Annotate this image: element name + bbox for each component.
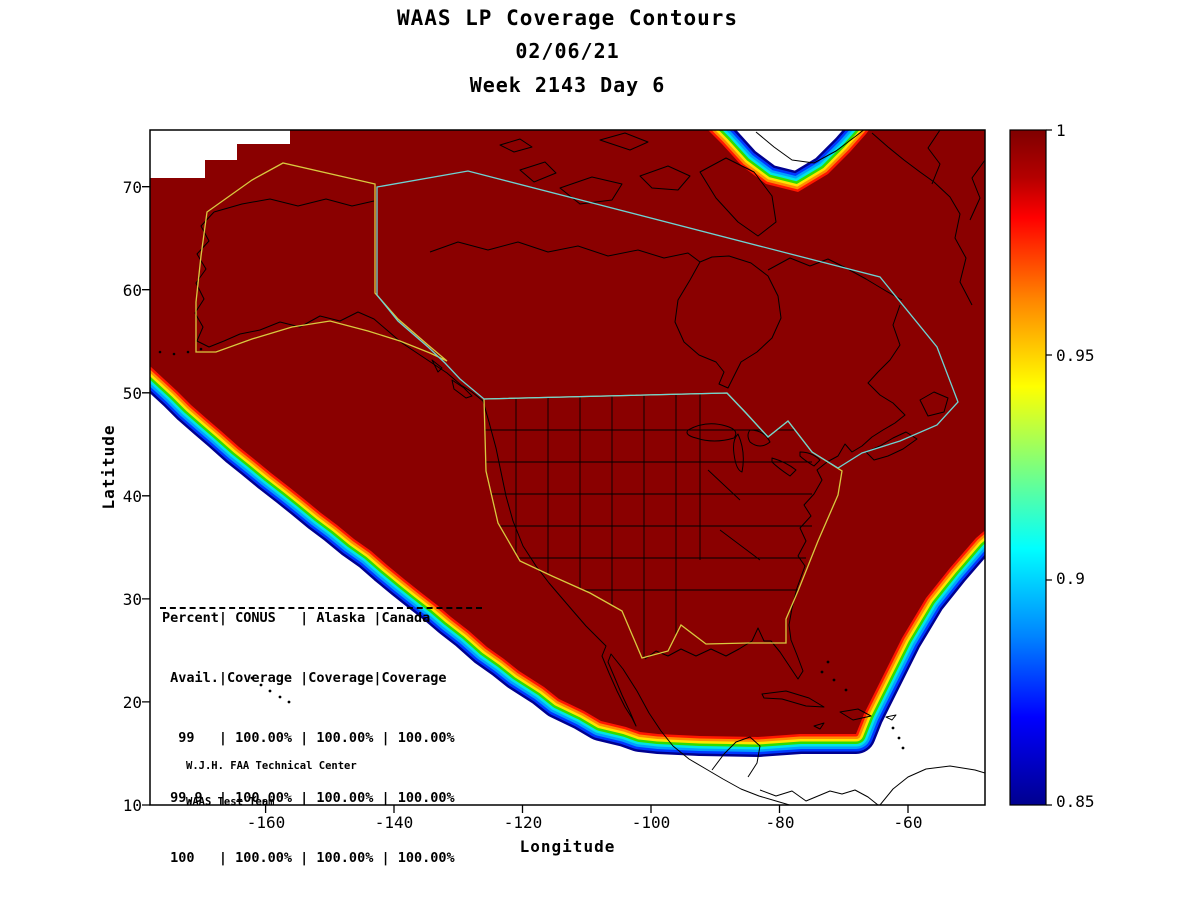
colorbar-tick-label: 0.85 [1056,792,1095,811]
coverage-region [150,130,985,737]
colorbar-ticks [1046,129,1052,806]
coastline-gulf-eastcoast [644,304,906,680]
chart-title-block: WAAS LP Coverage Contours 02/06/21 Week … [150,6,985,97]
great-lakes [686,423,821,477]
coastline-greenland [755,130,985,306]
coastlines [158,130,985,805]
coverage-table-row: 100 | 100.00% | 100.00% | 100.00% [162,850,455,866]
coastline-hudson-bay [674,255,782,389]
chart-week-day: Week 2143 Day 6 [469,73,666,97]
coverage-table: Percent| CONUS | Alaska |Canada Avail.|C… [162,568,455,900]
coverage-table-separator [160,607,482,609]
y-tick-label: 30 [122,590,142,609]
x-tick-label: -60 [893,813,923,832]
axis-ticks [142,186,909,813]
colorbar-tick-label: 0.9 [1056,569,1085,588]
coverage-table-row: 99 | 100.00% | 100.00% | 100.00% [162,730,455,746]
coastline-nova-scotia [865,431,918,461]
coverage-table-row: 99.9 | 100.00% | 100.00% | 100.00% [162,790,455,806]
coastline-alaska [194,198,473,393]
y-tick-label: 20 [122,693,142,712]
coastline-arctic-mainland [429,241,701,263]
credits-line: W.J.H. FAA Technical Center [186,760,357,772]
coverage-table-header: Avail.|Coverage |Coverage|Coverage [162,670,447,686]
y-tick-label: 10 [122,796,142,815]
plot-frame [149,129,986,806]
coastline-caribbean [761,690,897,730]
canada-region-boundary [376,170,959,469]
x-tick-label: -80 [765,813,795,832]
x-axis-label: Longitude [519,837,616,856]
x-tick-label: -100 [631,813,671,832]
chart-date: 02/06/21 [515,39,620,63]
island-dots [158,347,905,750]
coastline-yucatan-centralamerica [711,736,879,805]
y-tick-label: 60 [122,281,142,300]
x-tick-label: -160 [246,813,286,832]
y-axis-label: Latitude [99,424,118,510]
y-tick-label: 40 [122,487,142,506]
state-borders [484,393,812,658]
y-tick-label: 70 [122,178,142,197]
y-tick-label: 50 [122,384,142,403]
x-tick-label: -120 [503,813,543,832]
coastline-vancouver-island [431,359,473,399]
chart-title: WAAS LP Coverage Contours [396,6,739,30]
coverage-table-header: Percent| CONUS | Alaska |Canada [162,610,431,626]
x-tick-label: -140 [374,813,414,832]
alaska-region-boundary [195,162,448,362]
coastline-labrador [767,257,903,301]
colorbar-gradient [1009,129,1047,806]
coastline-south-america [879,765,985,805]
credits-line: WAAS Test Team [186,796,275,808]
coastline-west-mexico [471,391,792,805]
colorbar-tick-label: 1 [1056,121,1066,140]
credits-block: W.J.H. FAA Technical Center WAAS Test Te… [186,736,357,832]
coastline-newfoundland [919,391,949,417]
coastline-arctic-islands [499,132,777,237]
colorbar-tick-label: 0.95 [1056,346,1095,365]
